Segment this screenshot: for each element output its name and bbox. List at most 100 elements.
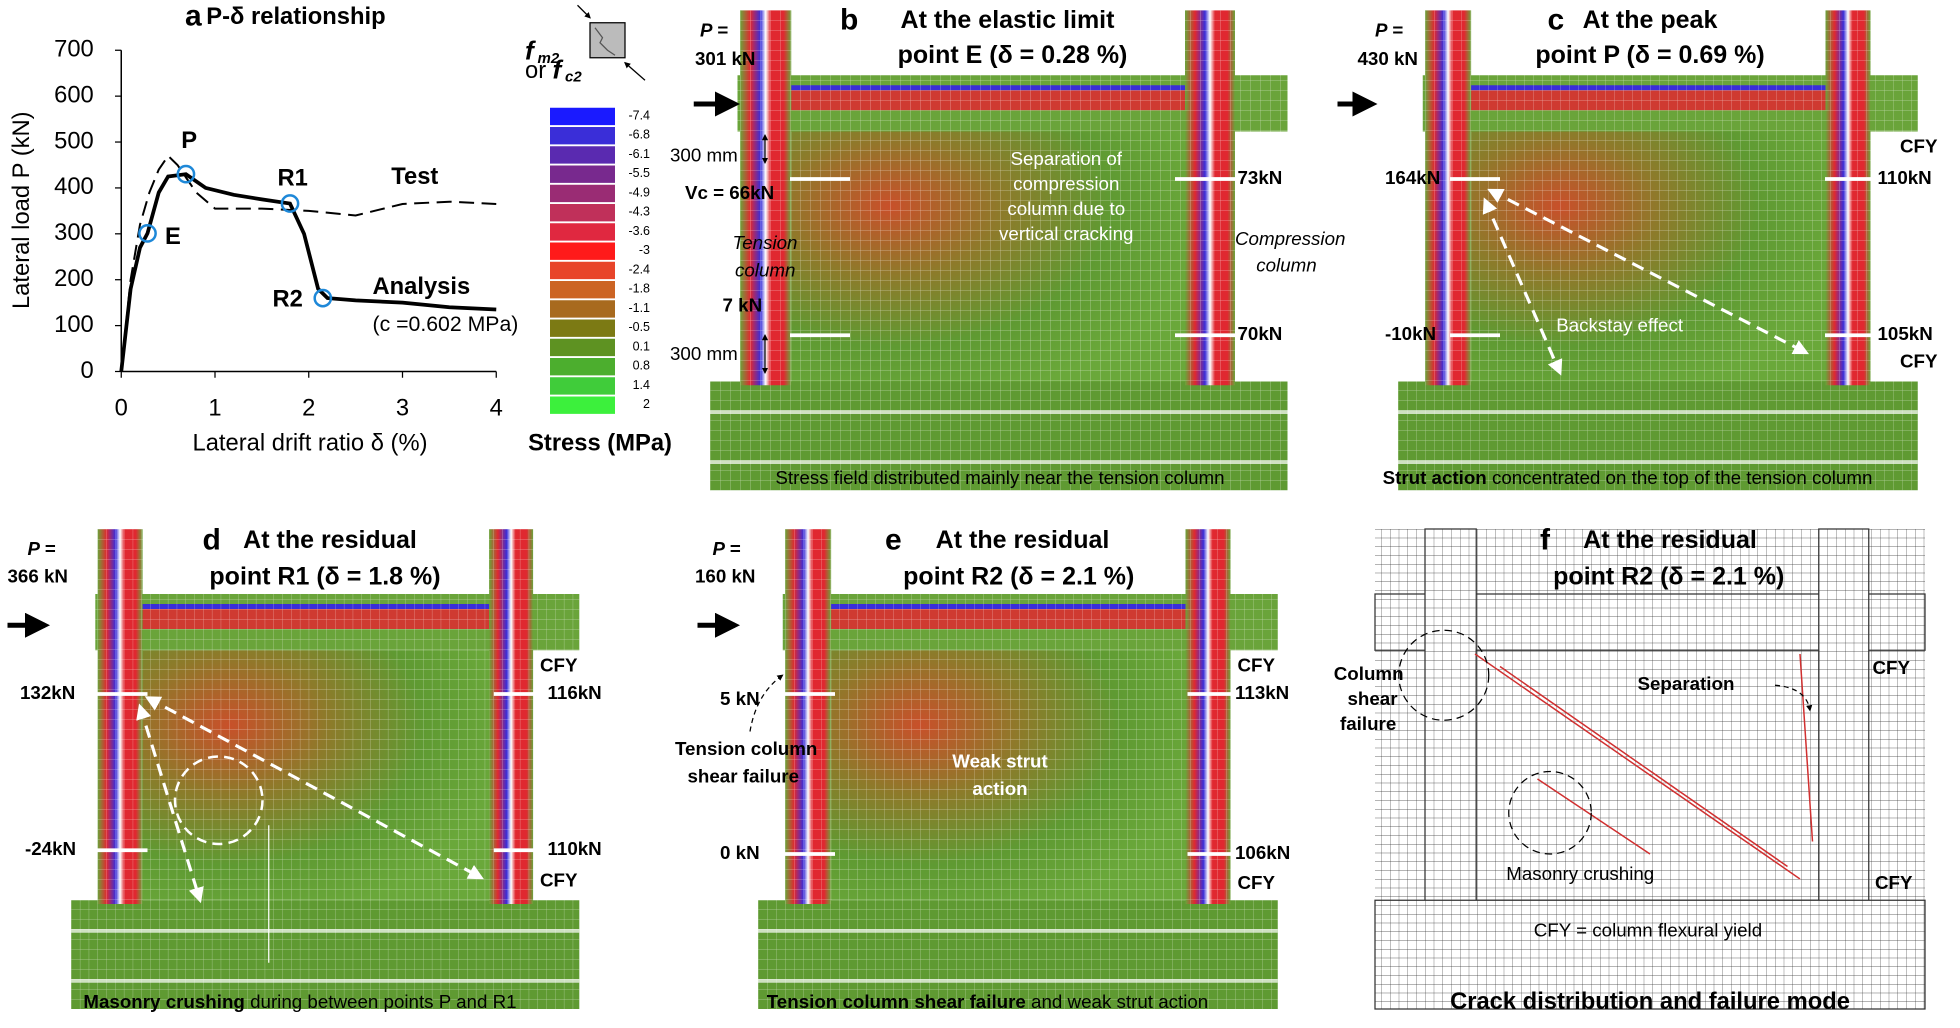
x-tick-label: 3 (396, 394, 409, 421)
column-label: column (1256, 254, 1316, 275)
series-label: Test (391, 163, 438, 190)
dimension: 300 mm (670, 343, 738, 364)
x-tick-label: 2 (302, 394, 315, 421)
caption-bold: Masonry crushing (83, 991, 245, 1012)
strut-arrow (144, 696, 485, 880)
note: Weak strut (952, 751, 1048, 772)
caption-text: concentrated on the top of the tension c… (1487, 467, 1873, 488)
load-value: 366 kN (8, 566, 68, 587)
y-tick-label: 300 (54, 219, 94, 246)
cfy: CFY (540, 869, 578, 890)
x-tick-label: 4 (490, 394, 503, 421)
column-label: Compression (1235, 228, 1345, 249)
panel-d: d At the residual point R1 (δ = 1.8 %) P… (8, 523, 602, 1011)
series-line (120, 154, 497, 372)
color-swatch (550, 204, 615, 222)
panel-title: At the residual (243, 526, 417, 554)
color-swatch (550, 261, 615, 280)
series-line (119, 172, 497, 372)
y-tick-label: 700 (54, 36, 94, 63)
panel-label: d (203, 523, 221, 556)
caption-bold: Tension column shear failure (767, 991, 1026, 1012)
note: Backstay effect (1556, 314, 1684, 335)
point-marker (138, 223, 157, 243)
note: Separation (1638, 673, 1735, 694)
color-swatch (550, 319, 615, 337)
x-tick-label: 1 (208, 394, 221, 421)
cfy: CFY (1238, 654, 1276, 675)
shear-force: 113kN (1235, 682, 1289, 703)
y-tick-label: 400 (54, 173, 94, 200)
section-lines (87, 692, 550, 853)
color-swatch (550, 223, 615, 241)
load-value: 301 kN (695, 48, 755, 69)
panel-title: At the residual (1583, 526, 1757, 554)
stress-symbol: f (525, 36, 536, 66)
cfy: CFY (1900, 136, 1938, 157)
colorbar-tick-label: -2.4 (628, 262, 650, 276)
color-swatch (550, 165, 615, 183)
shear-force: 105kN (1878, 323, 1933, 344)
panel-f: f At the residual point R2 (δ = 2.1 %) C… (1334, 523, 1913, 1015)
shear-circle (1398, 629, 1490, 721)
y-tick-label: 0 (81, 357, 94, 384)
panel-title: At the residual (936, 526, 1110, 554)
stress-arrow (624, 61, 646, 81)
caption-bold: Crack distribution and failure mode (1450, 988, 1850, 1015)
panel-title: point R2 (δ = 2.1 %) (903, 562, 1134, 590)
colorbar-tick-label: -3.6 (628, 224, 650, 238)
panel-title: point R1 (δ = 1.8 %) (209, 562, 440, 590)
panel-label: c (1548, 3, 1565, 36)
shear-force: 164kN (1385, 167, 1440, 188)
stress-subscript: m2 (538, 50, 560, 67)
y-axis-label: Lateral load P (kN) (8, 111, 35, 309)
colorbar-tick-label: -1.1 (628, 301, 650, 315)
colorbar: f m2 or f c2 Stress (MPa) -7.4 -6.8 -6.1 -5… (525, 4, 672, 456)
panel-a: a P-δ relationship Lateral drift ratio δ… (8, 0, 519, 456)
note: Separation of (1010, 148, 1122, 169)
color-swatch (550, 300, 615, 318)
shear-force: 0 kN (720, 842, 760, 863)
colorbar-tick-label: -3 (639, 243, 650, 257)
note: CFY = column flexural yield (1534, 919, 1762, 940)
y-tick-label: 500 (54, 127, 94, 154)
panel-title: At the elastic limit (901, 6, 1116, 34)
load-label: P = (1375, 19, 1403, 40)
x-axis-label: Lateral drift ratio δ (%) (193, 429, 428, 456)
caption: Stress field distributed mainly near the… (775, 467, 1224, 488)
note: vertical cracking (999, 223, 1133, 244)
chart-title: P-δ relationship (206, 3, 385, 30)
colorbar-tick-label: -7.4 (628, 108, 650, 122)
panel-label: e (885, 523, 902, 556)
shear-force: 110kN (1878, 167, 1932, 188)
colorbar-tick-label: -5.5 (628, 166, 650, 180)
panel-label: f (1540, 523, 1551, 556)
colorbar-tick-label: 0.1 (633, 339, 650, 353)
colorbar-tick-label: -4.3 (628, 205, 650, 219)
load-label: P = (700, 19, 728, 40)
panel-c: c At the peak point P (δ = 0.69 %) P = 4… (1358, 3, 1938, 488)
color-swatch (550, 396, 615, 414)
panel-title: At the peak (1583, 6, 1718, 34)
stress-arrow (577, 4, 591, 19)
colorbar-tick-label: -6.1 (628, 147, 650, 161)
x-tick-label: 0 (115, 394, 128, 421)
panel-title: point E (δ = 0.28 %) (898, 41, 1128, 69)
note: column due to (1007, 198, 1125, 219)
color-swatch (550, 358, 615, 376)
y-tick-label: 600 (54, 81, 94, 108)
note: Masonry crushing (1506, 863, 1654, 884)
dimension: 300 mm (670, 144, 738, 165)
column-label: Tension (733, 232, 798, 253)
crushing-circle (1508, 770, 1592, 855)
point-label: P (181, 127, 197, 154)
colorbar-tick-label: 0.8 (633, 359, 650, 373)
color-swatch (550, 281, 615, 299)
section-lines (775, 692, 1238, 856)
caption-bold: Strut action (1383, 467, 1487, 488)
cfy: CFY (540, 654, 578, 675)
section-lines (790, 177, 1235, 338)
cfy: CFY (1873, 657, 1911, 678)
shear-force: -10kN (1385, 323, 1436, 344)
color-swatch (550, 107, 615, 126)
